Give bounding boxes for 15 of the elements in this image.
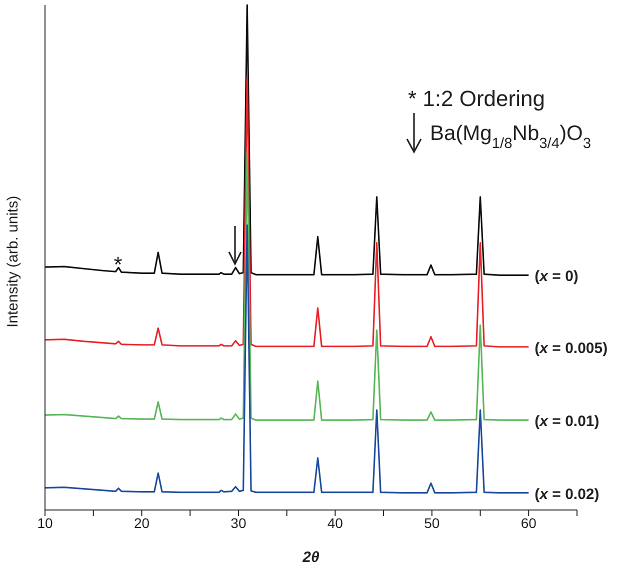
x-axis-title: 2θ [302, 549, 320, 566]
series-label: (x = 0.01) [534, 413, 600, 430]
series-label: (x = 0) [534, 268, 578, 286]
x-tick-label: 50 [424, 514, 440, 531]
x-tick-label: 40 [327, 514, 344, 531]
annotation: * 1:2 Ordering [408, 86, 545, 111]
series-label: (x = 0.02) [534, 486, 600, 503]
x-tick-label: 20 [134, 514, 150, 531]
y-axis-title: Intensity (arb. units) [4, 196, 22, 328]
x-tick-label: 60 [520, 514, 537, 531]
x-tick-label: 30 [230, 514, 246, 531]
x-tick-label: 10 [37, 514, 53, 531]
annotation: Ba(Mg$_{1/8}$Nb$_{3/4}$)O$_{3}$ [430, 122, 592, 152]
series-label: (x = 0.005) [534, 340, 608, 357]
annotation: * [114, 252, 123, 277]
